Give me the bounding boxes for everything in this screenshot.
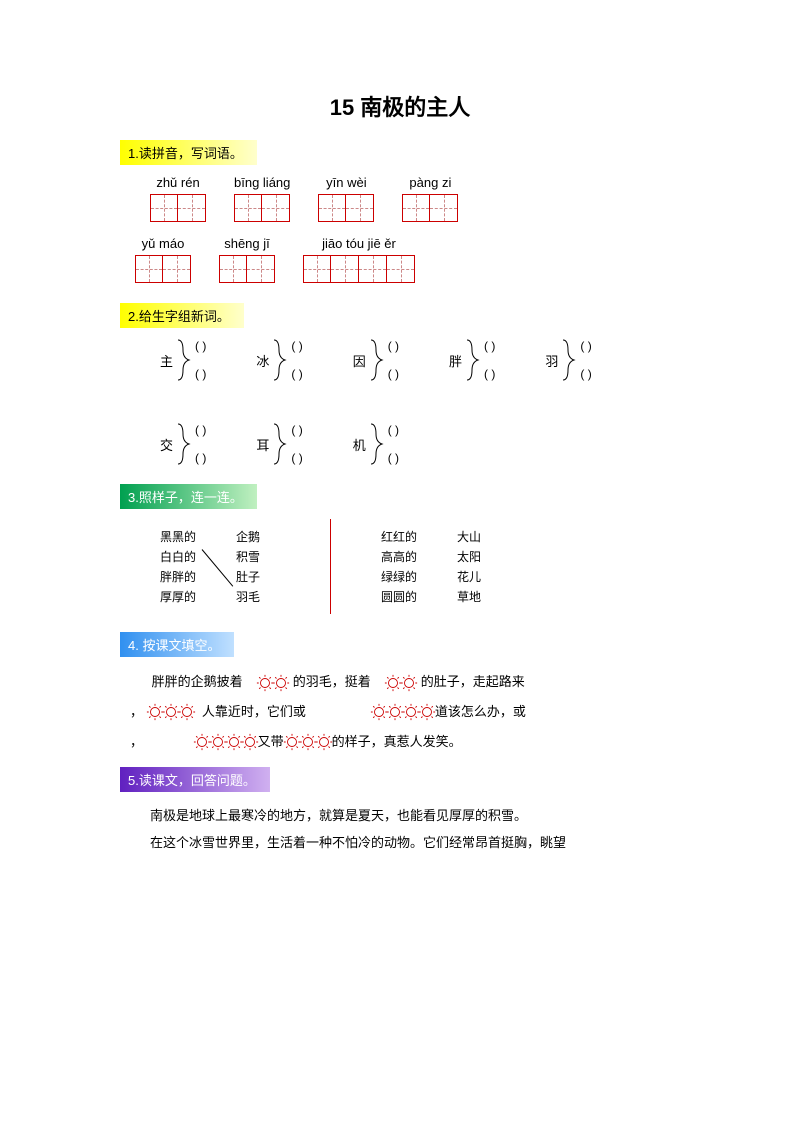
compose-item: 主 ( ) ( ) bbox=[160, 338, 206, 382]
compose-item: 冰 ( ) ( ) bbox=[256, 338, 302, 382]
compose-char: 冰 bbox=[256, 351, 269, 370]
match-word: 白白的 bbox=[160, 548, 196, 565]
match-word: 花儿 bbox=[457, 568, 481, 585]
compose-blank: ( ) bbox=[580, 339, 591, 353]
pinyin-row-2: yǔ máo shēng jī jiāo tóu jiē ěr bbox=[135, 236, 680, 283]
match-separator bbox=[330, 519, 331, 614]
compose-char: 羽 bbox=[545, 351, 558, 370]
sun-blank-icon bbox=[178, 703, 196, 721]
section-1-heading: 1.读拼音，写词语。 bbox=[120, 140, 257, 165]
pinyin-group: bīng liáng bbox=[234, 175, 290, 222]
match-right: 红红的高高的绿绿的圆圆的 大山太阳花儿草地 bbox=[381, 519, 481, 614]
pinyin-group: shēng jī bbox=[219, 236, 275, 283]
match-word: 草地 bbox=[457, 588, 481, 605]
match-word: 黑黑的 bbox=[160, 528, 196, 545]
match-word: 积雪 bbox=[236, 548, 260, 565]
sun-blank-icon bbox=[272, 674, 290, 692]
compose-char: 机 bbox=[353, 435, 366, 454]
pinyin-label: yīn wèi bbox=[318, 175, 374, 190]
pinyin-row-1: zhǔ rén bīng liáng yīn wèi pàng zi bbox=[150, 175, 680, 222]
compose-blank: ( ) bbox=[388, 423, 399, 437]
compose-blank: ( ) bbox=[195, 339, 206, 353]
sun-blank-icon bbox=[400, 674, 418, 692]
compose-blank: ( ) bbox=[388, 339, 399, 353]
match-word: 企鹅 bbox=[236, 528, 260, 545]
sun-blank-icon bbox=[241, 733, 259, 751]
compose-blank: ( ) bbox=[291, 451, 302, 465]
compose-char: 因 bbox=[353, 351, 366, 370]
pinyin-group: zhǔ rén bbox=[150, 175, 206, 222]
match-word: 胖胖的 bbox=[160, 568, 196, 585]
compose-item: 交 ( ) ( ) bbox=[160, 422, 206, 466]
pinyin-label: zhǔ rén bbox=[150, 175, 206, 190]
word-compose-grid: 主 ( ) ( ) 冰 ( ) ( ) 因 ( ) ( ) 胖 ( ) ( ) 羽 ( ) ( ) 交 ( ) (… bbox=[160, 338, 680, 466]
pinyin-group: yīn wèi bbox=[318, 175, 374, 222]
compose-blank: ( ) bbox=[580, 367, 591, 381]
match-word: 圆圆的 bbox=[381, 588, 417, 605]
compose-blank: ( ) bbox=[195, 423, 206, 437]
match-left: 黑黑的白白的胖胖的厚厚的 企鹅积雪肚子羽毛 bbox=[160, 519, 260, 614]
match-word: 羽毛 bbox=[236, 588, 260, 605]
match-word: 红红的 bbox=[381, 528, 417, 545]
compose-item: 耳 ( ) ( ) bbox=[256, 422, 302, 466]
section-5-heading: 5.读课文，回答问题。 bbox=[120, 767, 270, 792]
match-word: 肚子 bbox=[236, 568, 260, 585]
pinyin-label: bīng liáng bbox=[234, 175, 290, 190]
pinyin-group: yǔ máo bbox=[135, 236, 191, 283]
compose-item: 胖 ( ) ( ) bbox=[449, 338, 495, 382]
compose-char: 交 bbox=[160, 435, 173, 454]
match-container: 黑黑的白白的胖胖的厚厚的 企鹅积雪肚子羽毛 红红的高高的绿绿的圆圆的 大山太阳花… bbox=[160, 519, 680, 614]
match-word: 高高的 bbox=[381, 548, 417, 565]
compose-blank: ( ) bbox=[291, 339, 302, 353]
section-4-heading: 4. 按课文填空。 bbox=[120, 632, 234, 657]
match-word: 厚厚的 bbox=[160, 588, 196, 605]
compose-item: 因 ( ) ( ) bbox=[353, 338, 399, 382]
pinyin-group: jiāo tóu jiē ěr bbox=[303, 236, 415, 283]
fill-blank-text: 胖胖的企鹅披着 的羽毛，挺着 的肚子，走起路来， 人靠近时，它们或 道该怎么办，… bbox=[130, 667, 680, 757]
pinyin-label: yǔ máo bbox=[135, 236, 191, 251]
compose-item: 羽 ( ) ( ) bbox=[545, 338, 591, 382]
section-2-heading: 2.给生字组新词。 bbox=[120, 303, 244, 328]
sun-blank-icon bbox=[418, 703, 436, 721]
compose-char: 耳 bbox=[256, 435, 269, 454]
compose-blank: ( ) bbox=[195, 367, 206, 381]
compose-blank: ( ) bbox=[195, 451, 206, 465]
match-word: 绿绿的 bbox=[381, 568, 417, 585]
match-word: 太阳 bbox=[457, 548, 481, 565]
pinyin-label: shēng jī bbox=[219, 236, 275, 251]
pinyin-label: jiāo tóu jiē ěr bbox=[303, 236, 415, 251]
compose-blank: ( ) bbox=[484, 367, 495, 381]
sun-blank-icon bbox=[315, 733, 333, 751]
compose-char: 主 bbox=[160, 351, 173, 370]
pinyin-group: pàng zi bbox=[402, 175, 458, 222]
reading-paragraph-2: 在这个冰雪世界里，生活着一种不怕冷的动物。它们经常昂首挺胸，眺望 bbox=[150, 829, 680, 856]
compose-blank: ( ) bbox=[388, 451, 399, 465]
pinyin-label: pàng zi bbox=[402, 175, 458, 190]
match-word: 大山 bbox=[457, 528, 481, 545]
compose-char: 胖 bbox=[449, 351, 462, 370]
page-title: 15 南极的主人 bbox=[120, 90, 680, 122]
compose-blank: ( ) bbox=[291, 367, 302, 381]
compose-blank: ( ) bbox=[388, 367, 399, 381]
section-3-heading: 3.照样子，连一连。 bbox=[120, 484, 257, 509]
compose-item: 机 ( ) ( ) bbox=[353, 422, 399, 466]
reading-paragraph-1: 南极是地球上最寒冷的地方，就算是夏天，也能看见厚厚的积雪。 bbox=[150, 802, 680, 829]
compose-blank: ( ) bbox=[484, 339, 495, 353]
compose-blank: ( ) bbox=[291, 423, 302, 437]
